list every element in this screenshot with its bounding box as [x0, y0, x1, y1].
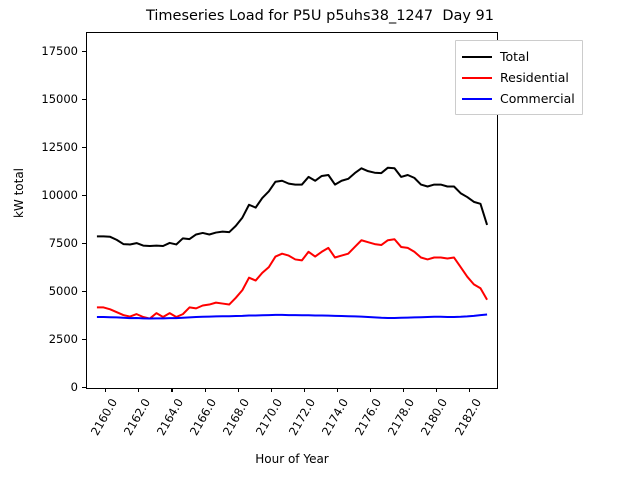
- x-tick-label: 2168.0: [219, 396, 253, 438]
- x-tick-mark: [336, 388, 338, 392]
- legend-entry[interactable]: Residential: [462, 67, 575, 88]
- x-tick-label: 2164.0: [153, 396, 187, 438]
- x-tick-label: 2162.0: [120, 396, 154, 438]
- x-tick-label: 2170.0: [253, 396, 286, 438]
- y-axis-tick-labels: 0 2500 5000 7500 10000 12500 15000 17500: [0, 0, 78, 480]
- legend-swatch-commercial: [462, 97, 492, 100]
- y-tick-label: 7500: [48, 236, 78, 251]
- legend-swatch-residential: [462, 76, 492, 79]
- legend-label: Total: [500, 49, 530, 64]
- legend-entry[interactable]: Total: [462, 46, 575, 67]
- x-tick-label: 2180.0: [418, 396, 451, 438]
- x-tick-mark: [237, 388, 239, 392]
- x-tick-label: 2176.0: [352, 396, 385, 438]
- chart-title: Timeseries Load for P5U p5uhs38_1247 Day…: [145, 8, 495, 24]
- x-tick-mark: [270, 388, 272, 392]
- y-tick-label: 2500: [48, 332, 78, 347]
- y-tick-label: 15000: [41, 92, 78, 107]
- chart-legend: Total Residential Commercial: [455, 40, 583, 115]
- y-tick-label: 0: [70, 380, 78, 394]
- legend-swatch-total: [462, 55, 492, 58]
- y-tick-label: 10000: [41, 188, 78, 203]
- x-tick-mark: [204, 388, 206, 392]
- y-tick-label: 17500: [41, 44, 78, 59]
- x-tick-label: 2182.0: [451, 396, 484, 438]
- x-tick-label: 2166.0: [186, 396, 220, 438]
- x-tick-mark: [402, 388, 404, 392]
- x-axis-label: Hour of Year: [255, 452, 329, 466]
- y-axis-label: kW total: [12, 167, 26, 219]
- x-tick-mark: [105, 388, 107, 392]
- y-tick-mark: [82, 290, 86, 292]
- plot-area: [86, 32, 498, 389]
- x-tick-label: 2174.0: [319, 396, 352, 438]
- x-tick-mark: [435, 388, 438, 392]
- y-tick-label: 12500: [41, 140, 78, 155]
- x-tick-label: 2160.0: [87, 396, 120, 438]
- y-tick-mark: [82, 98, 86, 100]
- y-tick-mark: [82, 50, 86, 52]
- series-line-total: [96, 166, 489, 247]
- legend-entry[interactable]: Commercial: [462, 88, 575, 109]
- y-tick-mark: [82, 146, 86, 148]
- y-tick-label: 5000: [48, 284, 78, 299]
- x-tick-mark: [369, 388, 371, 392]
- series-lines: [96, 166, 489, 320]
- x-tick-mark: [303, 388, 305, 392]
- series-line-residential: [96, 238, 488, 320]
- legend-label: Commercial: [500, 91, 575, 106]
- x-tick-mark: [171, 388, 173, 392]
- x-tick-label: 2172.0: [286, 396, 319, 438]
- legend-label: Residential: [500, 70, 569, 85]
- x-tick-mark: [138, 388, 140, 392]
- y-tick-mark: [82, 386, 86, 388]
- y-tick-mark: [82, 194, 86, 196]
- x-tick-label: 2178.0: [385, 396, 418, 438]
- y-tick-mark: [82, 338, 86, 340]
- y-tick-mark: [82, 242, 86, 244]
- x-tick-mark: [469, 388, 471, 392]
- series-line-commercial: [96, 313, 488, 320]
